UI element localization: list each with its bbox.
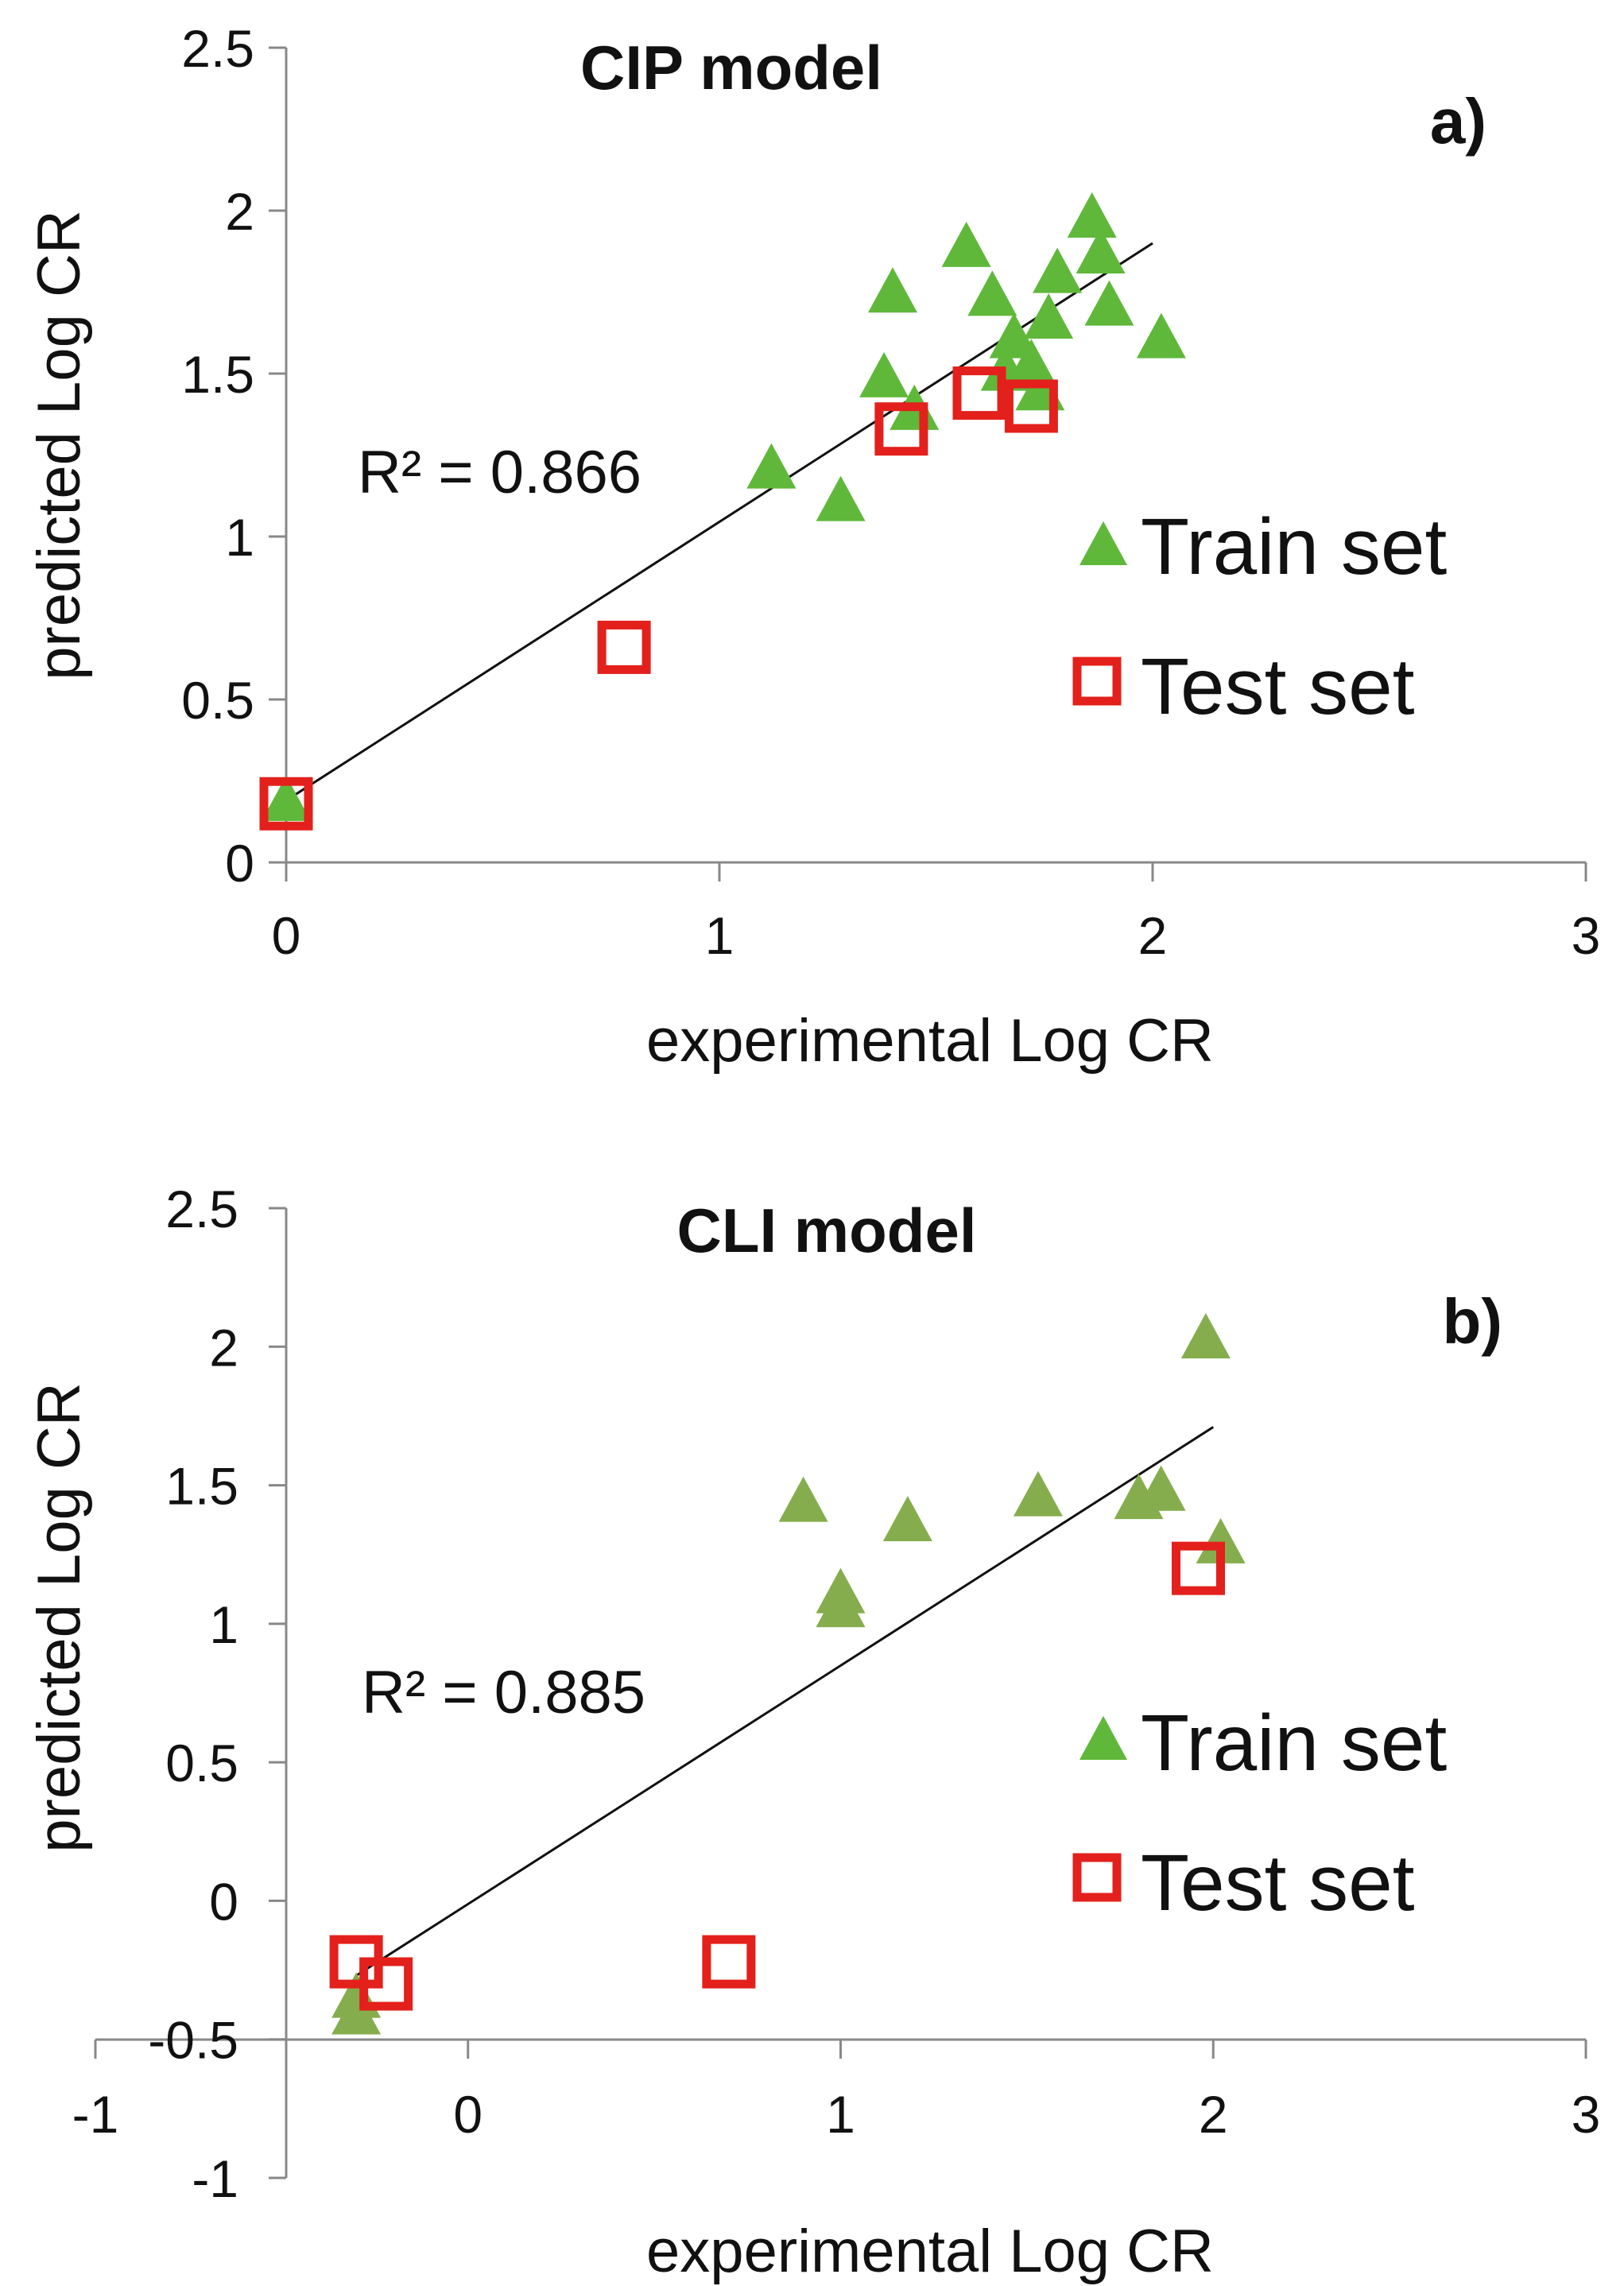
chart-b-test-point (1172, 1541, 1225, 1595)
chart-a-x-tick-label: 2 (1138, 906, 1168, 965)
chart-a-r-squared: R² = 0.866 (358, 439, 641, 506)
chart-a-train-point (262, 775, 311, 821)
chart-a-trendline (285, 242, 1153, 802)
chart-a-legend-test-label: Test set (1141, 642, 1415, 731)
chart-a-train-point (1033, 247, 1083, 293)
chart-a-points (259, 192, 1186, 831)
chart-a-trendline-group (285, 242, 1153, 802)
chart-b-y-tick-label: 0.5 (165, 1734, 238, 1792)
chart-b-y-tick-label: 2 (209, 1318, 238, 1377)
chart-a-axes: 0 0.5 1 1.5 2 2.5 0 1 2 3 (181, 19, 1600, 965)
chart-a-train-point (941, 221, 991, 267)
chart-a-panel-label: a) (1430, 86, 1486, 157)
chart-b-points (329, 1312, 1246, 2035)
chart-b-legend-test-marker (1072, 1853, 1122, 1902)
chart-b-y-tick-label: 2.5 (165, 1180, 238, 1238)
chart-a-train-point (746, 443, 796, 489)
chart-b-x-tick-label: 1 (826, 2085, 855, 2144)
chart-a-test-point (874, 402, 928, 456)
chart-a-train-point (816, 475, 866, 521)
chart-a-y-tick-label: 2.5 (181, 19, 254, 78)
chart-b-x-tick-label: 2 (1199, 2085, 1228, 2144)
chart-a-train-point (1084, 280, 1134, 326)
chart-a-y-tick-label: 2 (225, 182, 254, 241)
chart-a-legend-test-square (1072, 657, 1122, 706)
chart-a-y-tick-label: 0 (225, 834, 254, 893)
chart-b-axes: -1 -0.5 0 0.5 1 1.5 2 2.5 -1 0 1 2 3 (72, 1180, 1601, 2208)
chart-a-train-point (859, 351, 909, 397)
chart-b-legend: Train set Test set (1072, 1699, 1448, 1928)
chart-a-legend-train-marker (1079, 521, 1127, 565)
chart-b-x-tick-label: 0 (453, 2085, 483, 2144)
chart-b-title: CLI model (676, 1195, 976, 1265)
chart-a-legend-train-label: Train set (1141, 502, 1448, 591)
chart-a-train-point (868, 267, 917, 313)
chart-b-test-point (359, 1957, 413, 2011)
chart-a-train-point (1067, 192, 1117, 238)
chart-a-x-tick-label: 0 (272, 906, 301, 965)
chart-b-legend-test-square (1072, 1853, 1122, 1902)
chart-a-test-point (259, 777, 313, 831)
chart-b-y-tick-label: 1 (209, 1595, 238, 1654)
chart-b-train-point (778, 1476, 828, 1522)
chart-b-x-tick-label: 3 (1572, 2085, 1601, 2144)
chart-b-legend-train-triangle (1079, 1715, 1127, 1760)
chart-a-train-point (1076, 228, 1126, 274)
chart-a-train-point (967, 270, 1017, 316)
chart-b-r-squared: R² = 0.885 (362, 1659, 645, 1726)
chart-panel-b: -1 -0.5 0 0.5 1 1.5 2 2.5 -1 0 1 2 3 CLI model b) R²… (25, 1180, 1600, 2285)
chart-b-y-tick-label: -0.5 (148, 2011, 238, 2070)
chart-b-train-point (1136, 1465, 1186, 1511)
chart-a-train-point (1024, 293, 1074, 339)
chart-a-x-axis-title: experimental Log CR (646, 1007, 1214, 1075)
chart-a-train-point (989, 312, 1039, 358)
chart-b-test-point (702, 1935, 756, 1989)
chart-a-test-point (952, 366, 1006, 420)
chart-b-train-point (331, 1972, 382, 2018)
chart-b-x-tick-label: -1 (72, 2085, 119, 2144)
chart-a-test-point (1004, 379, 1058, 433)
chart-b-legend-train-marker (1079, 1715, 1127, 1760)
chart-b-train-point (882, 1496, 932, 1542)
chart-b-y-tick-label: -1 (192, 2149, 238, 2208)
chart-b-y-tick-label: 0 (209, 1872, 238, 1931)
chart-panel-a: 0 0.5 1 1.5 2 2.5 0 1 2 3 CIP model a) R² = 0.866… (25, 19, 1600, 1075)
chart-a-x-tick-label: 3 (1572, 906, 1601, 965)
chart-b-legend-test-label: Test set (1141, 1838, 1415, 1928)
chart-b-train-point (1196, 1517, 1246, 1563)
chart-a-train-point (1136, 312, 1186, 358)
chart-b-y-tick-label: 1.5 (165, 1457, 238, 1516)
chart-a-legend-test-marker (1072, 657, 1122, 706)
chart-a-y-tick-label: 1 (225, 508, 254, 567)
chart-b-trendline-group (355, 1426, 1215, 1977)
chart-a-y-tick-label: 0.5 (181, 671, 254, 730)
chart-a-y-axis-title: predicted Log CR (25, 210, 93, 680)
chart-b-trendline (355, 1426, 1215, 1977)
chart-b-train-point (1180, 1312, 1231, 1358)
chart-a-test-point (597, 620, 651, 674)
chart-b-legend-train-label: Train set (1141, 1699, 1448, 1788)
chart-b-y-axis-title: predicted Log CR (25, 1382, 93, 1852)
chart-b-panel-label: b) (1442, 1286, 1502, 1357)
chart-a-legend-train-triangle (1079, 521, 1127, 565)
chart-a-x-tick-label: 1 (705, 906, 734, 965)
chart-a-legend: Train set Test set (1072, 502, 1448, 731)
chart-b-train-point (1013, 1470, 1063, 1517)
chart-a-title: CIP model (580, 33, 882, 103)
chart-b-x-axis-title: experimental Log CR (646, 2218, 1214, 2285)
chart-b-train-point (816, 1582, 866, 1628)
chart-a-y-tick-label: 1.5 (181, 345, 254, 404)
